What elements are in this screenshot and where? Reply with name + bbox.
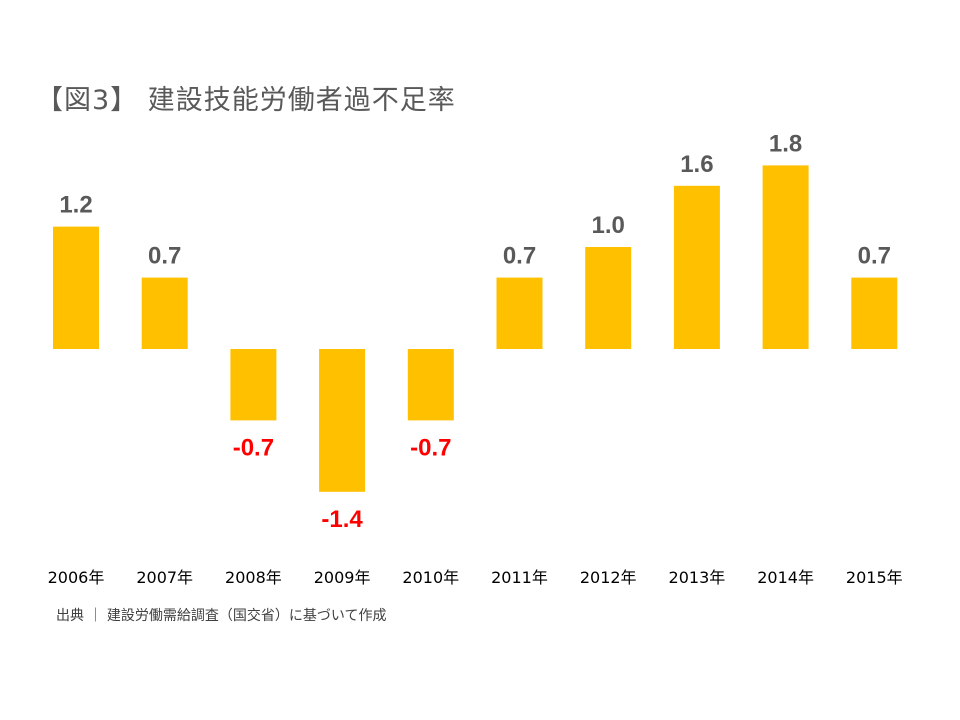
category-label: 2014年 (757, 568, 814, 587)
value-label: 1.0 (592, 212, 625, 239)
category-label: 2012年 (580, 568, 637, 587)
value-label: 1.2 (59, 192, 92, 219)
bar-2013年 (673, 185, 720, 349)
source-note: 出典 ｜ 建設労働需給調査（国交省）に基づいて作成 (56, 608, 387, 624)
category-label: 2009年 (314, 568, 371, 587)
value-label: -0.7 (233, 434, 274, 461)
category-label: 2011年 (491, 568, 548, 587)
value-label: -0.7 (410, 434, 451, 461)
category-label: 2006年 (48, 568, 105, 587)
bar-2011年 (496, 277, 543, 349)
value-label: 0.7 (503, 243, 536, 270)
bar-2012年 (585, 247, 632, 349)
value-label: 1.6 (680, 151, 713, 178)
category-labels-group: 2006年 2007年 2008年 2009年 2010年 2011年 2012年 2013年… (48, 568, 903, 587)
value-label: 0.7 (858, 243, 891, 270)
category-label: 2013年 (669, 568, 726, 587)
value-label: 1.8 (769, 130, 802, 157)
category-label: 2015年 (846, 568, 903, 587)
value-label: -1.4 (321, 506, 363, 533)
bar-2009年 (319, 349, 366, 492)
bar-2007年 (141, 277, 188, 349)
value-labels-group: 1.2 0.7 -0.7 -1.4 -0.7 0.7 1.0 1.6 1.8 0.7 (59, 130, 891, 532)
bar-2006年 (53, 226, 99, 349)
category-label: 2010年 (402, 568, 459, 587)
chart-title: 【図3】 建設技能労働者過不足率 (36, 85, 456, 116)
bars-group (53, 165, 898, 492)
category-label: 2008年 (225, 568, 282, 587)
bar-2008年 (230, 349, 277, 421)
value-label: 0.7 (148, 243, 181, 270)
bar-2015年 (851, 277, 898, 349)
bar-2010年 (407, 349, 454, 421)
bar-2014年 (762, 165, 809, 349)
category-label: 2007年 (136, 568, 193, 587)
